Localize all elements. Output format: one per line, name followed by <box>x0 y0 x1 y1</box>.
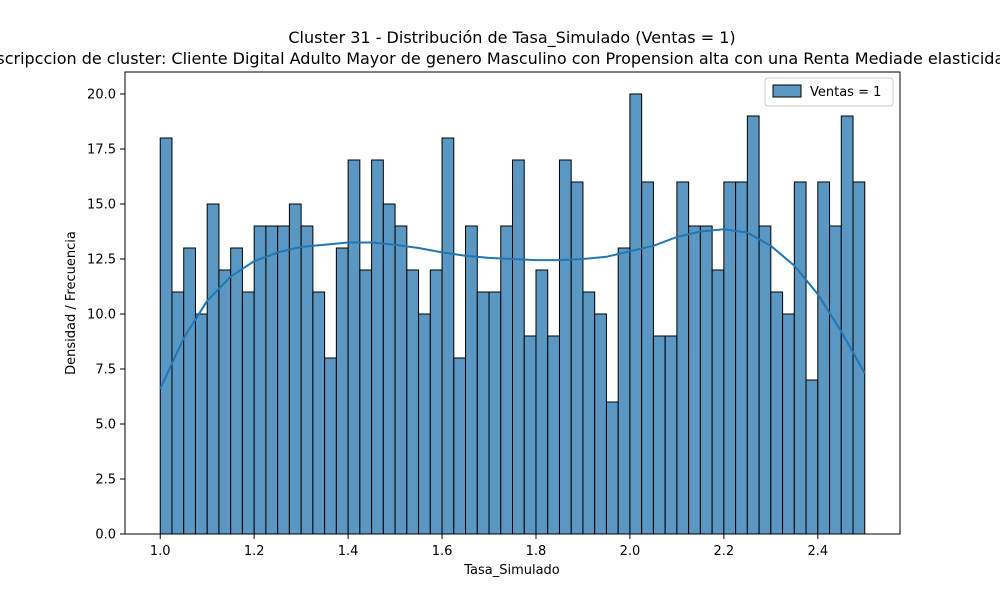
x-tick-label: 1.2 <box>244 544 265 559</box>
y-tick-label: 17.5 <box>87 143 116 158</box>
histogram-bar <box>441 137 455 535</box>
histogram-bar <box>183 247 196 535</box>
chart-title: Cluster 31 - Distribución de Tasa_Simula… <box>288 28 735 48</box>
histogram-bar <box>241 291 255 535</box>
y-tick-label: 20.0 <box>87 88 116 103</box>
histogram-bar <box>382 203 396 535</box>
plot-frame <box>124 71 901 535</box>
x-tick-label: 2.2 <box>714 544 735 559</box>
histogram-bar <box>523 335 537 535</box>
histogram-bar <box>746 115 760 535</box>
x-axis-ticks: 1.0 1.2 1.4 1.6 1.8 2.0 2.2 2.4 <box>150 534 828 559</box>
histogram-bar <box>429 269 443 535</box>
histogram-bar <box>159 137 173 535</box>
histogram-bar <box>688 225 701 535</box>
histogram-bar <box>488 291 502 535</box>
histogram-bar <box>605 401 619 535</box>
x-tick-label: 1.0 <box>150 544 171 559</box>
histogram-bar <box>335 247 349 535</box>
legend: Ventas = 1 <box>764 77 894 107</box>
histogram-bar <box>641 181 654 535</box>
y-tick-label: 7.5 <box>95 363 116 378</box>
x-tick-label: 2.4 <box>807 544 828 559</box>
histogram-bar <box>664 335 678 535</box>
histogram-bar <box>206 203 220 535</box>
x-tick-label: 1.6 <box>432 544 453 559</box>
histogram-bar <box>324 357 337 535</box>
x-axis-label: Tasa_Simulado <box>463 563 560 578</box>
histogram-bar <box>394 225 408 535</box>
histogram-bar <box>277 225 290 535</box>
y-tick-label: 10.0 <box>87 308 116 323</box>
histogram-bar <box>793 181 807 535</box>
histogram-bar <box>829 225 842 535</box>
y-tick-label: 12.5 <box>87 253 116 268</box>
histogram-bar <box>476 291 490 535</box>
histogram-bar <box>629 93 643 535</box>
y-tick-label: 0.0 <box>95 528 116 543</box>
kde-curve <box>159 228 866 390</box>
x-tick-label: 2.0 <box>620 544 641 559</box>
histogram-bar <box>817 181 831 535</box>
y-axis-label: Densidad / Frecuencia <box>64 231 79 375</box>
histogram-bar <box>852 181 866 535</box>
histogram-bar <box>617 247 631 535</box>
histogram-bar <box>535 269 549 535</box>
histogram-bar <box>312 291 326 535</box>
histogram-bar <box>594 313 607 535</box>
histogram-bar <box>453 357 467 535</box>
histogram-bar <box>253 225 267 535</box>
histogram-bar <box>582 291 596 535</box>
histogram-bar <box>465 225 478 535</box>
histogram-bar <box>735 181 748 535</box>
histogram-bar <box>347 159 361 535</box>
histogram-bar <box>770 291 784 535</box>
histogram-bar <box>840 115 854 535</box>
histogram-bar <box>371 159 384 535</box>
histogram-bar <box>406 269 420 535</box>
y-tick-label: 15.0 <box>87 198 116 213</box>
histogram-bar <box>418 313 431 535</box>
y-tick-label: 5.0 <box>95 418 116 433</box>
legend-label: Ventas = 1 <box>810 85 881 100</box>
histogram-bar <box>570 181 584 535</box>
histogram-bar <box>218 269 232 535</box>
histogram-bar <box>758 225 772 535</box>
histogram-bar <box>699 225 713 535</box>
histogram-bar <box>230 247 243 535</box>
histogram-bar <box>194 313 208 535</box>
histogram-bar <box>512 159 525 535</box>
y-tick-label: 2.5 <box>95 473 116 488</box>
histogram-bar <box>171 291 185 535</box>
histogram-bar <box>723 181 737 535</box>
histogram-bar <box>782 313 795 535</box>
histogram-bar <box>300 225 314 535</box>
histogram-bar <box>805 379 819 535</box>
histogram-bar <box>265 225 279 535</box>
histogram-bar <box>711 269 725 535</box>
legend-swatch <box>772 84 802 98</box>
histogram-bar <box>652 335 666 535</box>
histogram-bar <box>359 269 373 535</box>
histogram-bar <box>558 159 572 535</box>
histogram-bar <box>500 225 513 535</box>
x-tick-label: 1.8 <box>526 544 547 559</box>
chart-subtitle: Descripccion de cluster: Cliente Digital… <box>0 49 1000 68</box>
y-axis-ticks: 0.0 2.5 5.0 7.5 10.0 12.5 15.0 17.5 20.0 <box>87 88 125 543</box>
histogram-bar <box>547 335 560 535</box>
x-tick-label: 1.4 <box>338 544 359 559</box>
histogram-bar <box>288 203 302 535</box>
